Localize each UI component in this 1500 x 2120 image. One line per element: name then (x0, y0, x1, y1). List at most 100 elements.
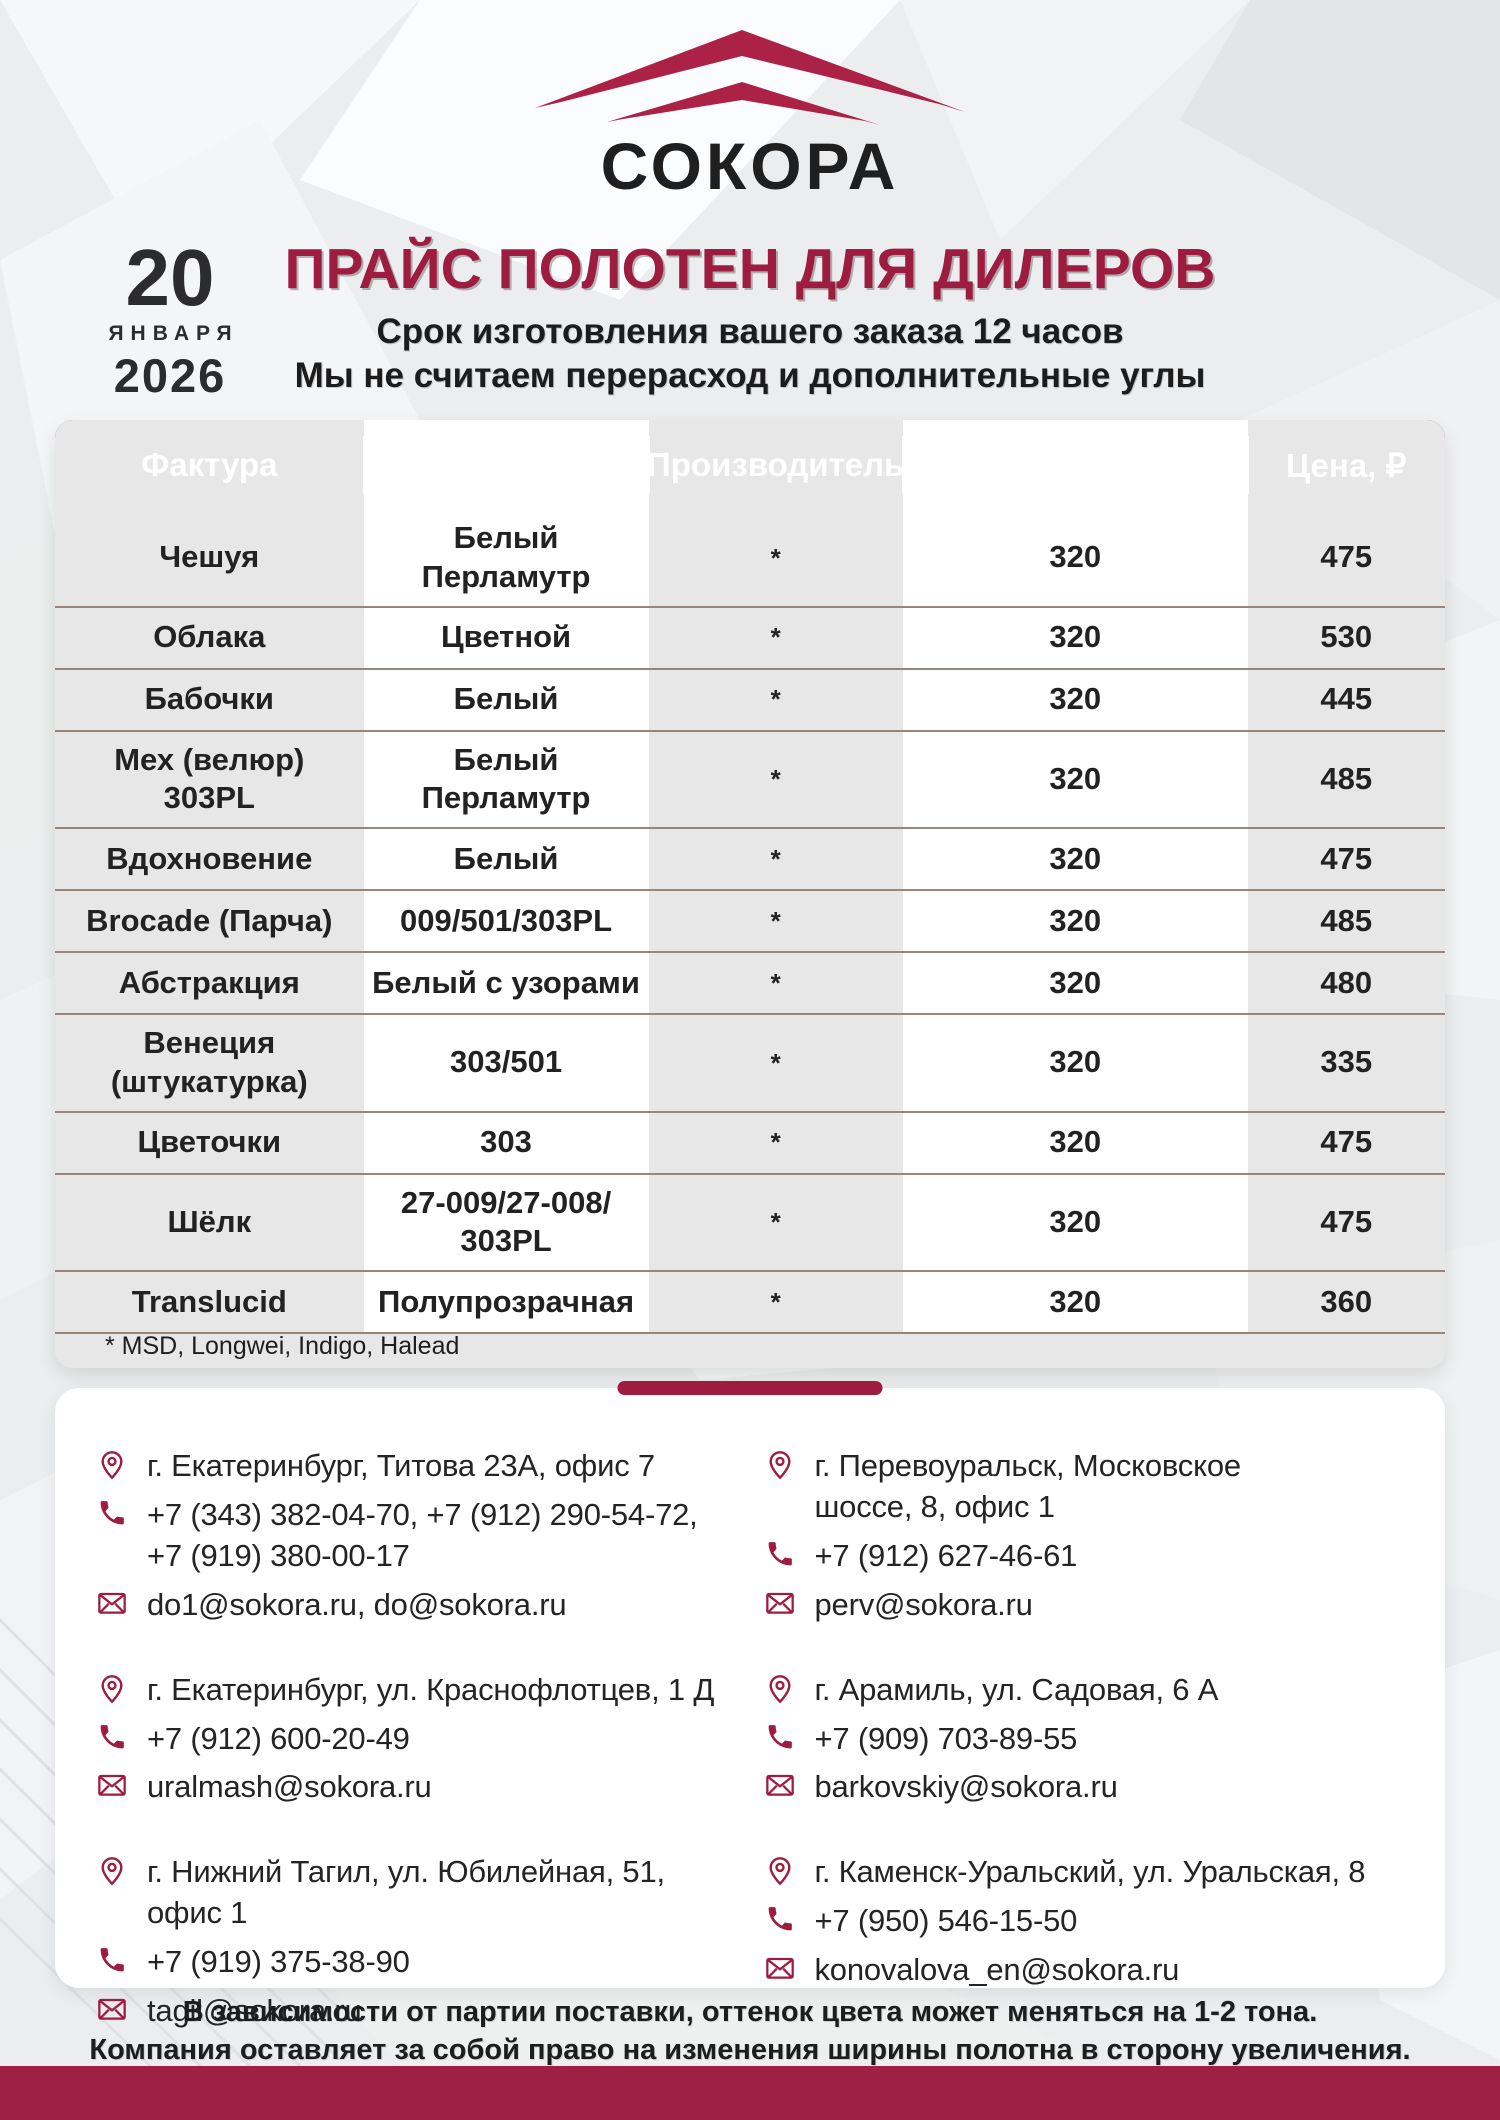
cell-texture: Вдохновение (55, 829, 364, 889)
contact-phone: +7 (909) 703-89-55 (814, 1720, 1078, 1756)
envelope-icon (763, 1588, 797, 1620)
cell-manufacturer: * (648, 510, 903, 606)
cell-texture: Чешуя (55, 510, 364, 606)
location-pin-icon (763, 1855, 797, 1887)
cell-texture: Абстракция (55, 953, 364, 1013)
phone-icon (95, 1498, 129, 1528)
contact-block: г. Екатеринбург, Титова 23А, офис 7 +7 (… (95, 1446, 733, 1626)
contact-email: uralmash@sokora.ru (147, 1769, 432, 1805)
cell-width: 320 (902, 1112, 1248, 1173)
cell-manufacturer: * (648, 669, 903, 730)
cell-width: 320 (902, 1174, 1248, 1270)
cell-width: 320 (902, 669, 1248, 730)
cell-texture: Translucid (55, 1272, 364, 1332)
table-row: Translucid Полупрозрачная * 320 360 (55, 1270, 1445, 1332)
envelope-icon (95, 1770, 129, 1802)
location-pin-icon (95, 1449, 129, 1481)
cell-width: 320 (902, 1015, 1248, 1111)
table-row: Мех (велюр) 303PL Белый Перламутр * 320 … (55, 729, 1445, 827)
cell-color: Белый Перламутр (363, 510, 649, 606)
cell-price: 475 (1247, 829, 1445, 889)
logo-roof-icon (535, 30, 965, 125)
cell-manufacturer: * (648, 891, 903, 951)
cell-price: 445 (1247, 669, 1445, 730)
cell-color: Белый Перламутр (363, 731, 649, 827)
cell-width: 320 (902, 1272, 1248, 1332)
cell-price: 480 (1247, 953, 1445, 1013)
contact-address: г. Екатеринбург, ул. Краснофлотцев, 1 Д (147, 1671, 715, 1707)
cell-manufacturer: * (648, 1174, 903, 1270)
contact-address: г. Нижний Тагил, ул. Юбилейная, 51, офис… (147, 1854, 665, 1931)
cell-price: 485 (1247, 731, 1445, 827)
subtitle-line1: Срок изготовления вашего заказа 12 часов (376, 312, 1124, 351)
table-header: Фактура Цвет Производитель Ширина, см Це… (55, 420, 1445, 510)
contact-email: tagil@sokora.ru (147, 1993, 362, 2029)
card-accent-bar (617, 1381, 883, 1395)
contact-email: konovalova_en@sokora.ru (814, 1952, 1180, 1988)
header-cell-color: Цвет (362, 420, 649, 510)
header-cell-texture: Фактура (55, 420, 364, 510)
cell-texture: Мех (велюр) 303PL (55, 731, 364, 827)
cell-width: 320 (902, 510, 1248, 606)
cell-color: 009/501/303PL (363, 891, 649, 951)
cell-texture: Brocade (Парча) (55, 891, 364, 951)
cell-price: 360 (1247, 1272, 1445, 1332)
footer-band (0, 2066, 1500, 2120)
cell-texture: Облака (55, 607, 364, 668)
cell-manufacturer: * (648, 1015, 903, 1111)
header-cell-price: Цена, ₽ (1246, 420, 1445, 510)
cell-width: 320 (902, 731, 1248, 827)
date-year: 2026 (113, 349, 227, 402)
contact-block: г. Каменск-Уральский, ул. Уральская, 8 +… (763, 1852, 1401, 1991)
envelope-icon (95, 1994, 129, 2026)
table-row: Облака Цветной * 320 530 (55, 605, 1445, 668)
phone-icon (95, 1945, 129, 1975)
cell-color: 303/501 (363, 1015, 649, 1111)
contact-address: г. Екатеринбург, Титова 23А, офис 7 (147, 1448, 655, 1483)
phone-icon (763, 1539, 797, 1569)
envelope-icon (95, 1588, 129, 1620)
contact-block: г. Перевоуральск, Московское шоссе, 8, о… (763, 1446, 1401, 1626)
contact-phone: +7 (343) 382-04-70, +7 (912) 290-54-72, … (147, 1496, 698, 1573)
disclaimer-line1: В зависимости от партии поставки, оттено… (182, 1996, 1318, 2028)
cell-manufacturer: * (648, 1272, 903, 1332)
contact-email: do1@sokora.ru, do@sokora.ru (147, 1586, 567, 1622)
date-block: 20 ЯНВАРЯ 2026 (95, 238, 245, 403)
location-pin-icon (95, 1855, 129, 1887)
contacts-left-column: г. Екатеринбург, Титова 23А, офис 7 +7 (… (95, 1446, 733, 2032)
header-cell-width: Ширина, см (901, 420, 1248, 510)
page-title: ПРАЙС ПОЛОТЕН ДЛЯ ДИЛЕРОВ (284, 237, 1216, 301)
phone-icon (763, 1722, 797, 1752)
cell-texture: Шёлк (55, 1174, 364, 1270)
date-month: ЯНВАРЯ (108, 322, 239, 345)
cell-color: 27-009/27-008/ 303PL (363, 1174, 649, 1270)
cell-color: Полупрозрачная (363, 1272, 649, 1332)
table-row: Вдохновение Белый * 320 475 (55, 827, 1445, 889)
cell-price: 475 (1247, 1112, 1445, 1173)
contact-block: г. Арамиль, ул. Садовая, 6 А +7 (909) 70… (763, 1670, 1401, 1809)
cell-price: 485 (1247, 891, 1445, 951)
cell-texture: Бабочки (55, 669, 364, 730)
table-row: Чешуя Белый Перламутр * 320 475 (55, 510, 1445, 606)
phone-icon (763, 1904, 797, 1934)
subtitle-line2: Мы не считаем перерасход и дополнительны… (294, 356, 1206, 395)
cell-width: 320 (902, 891, 1248, 951)
contact-phone: +7 (950) 546-15-50 (814, 1903, 1078, 1939)
cell-width: 320 (902, 607, 1248, 668)
cell-color: Белый с узорами (363, 953, 649, 1013)
table-bottom-cap (55, 1332, 1445, 1368)
cell-price: 335 (1247, 1015, 1445, 1111)
price-table: Фактура Цвет Производитель Ширина, см Це… (55, 420, 1445, 1368)
table-row: Бабочки Белый * 320 445 (55, 667, 1445, 730)
contact-email: barkovskiy@sokora.ru (814, 1769, 1118, 1805)
contacts-right-column: г. Перевоуральск, Московское шоссе, 8, о… (763, 1446, 1401, 2032)
table-row: Венеция (штукатурка) 303/501 * 320 335 (55, 1013, 1445, 1111)
table-row: Brocade (Парча) 009/501/303PL * 320 485 (55, 889, 1445, 951)
cell-manufacturer: * (648, 829, 903, 889)
contact-phone: +7 (912) 600-20-49 (147, 1720, 410, 1756)
phone-icon (95, 1722, 129, 1752)
cell-manufacturer: * (648, 1112, 903, 1173)
date-day: 20 (125, 233, 215, 322)
contact-address: г. Арамиль, ул. Садовая, 6 А (814, 1671, 1219, 1707)
contact-phone: +7 (912) 627-46-61 (814, 1537, 1078, 1573)
